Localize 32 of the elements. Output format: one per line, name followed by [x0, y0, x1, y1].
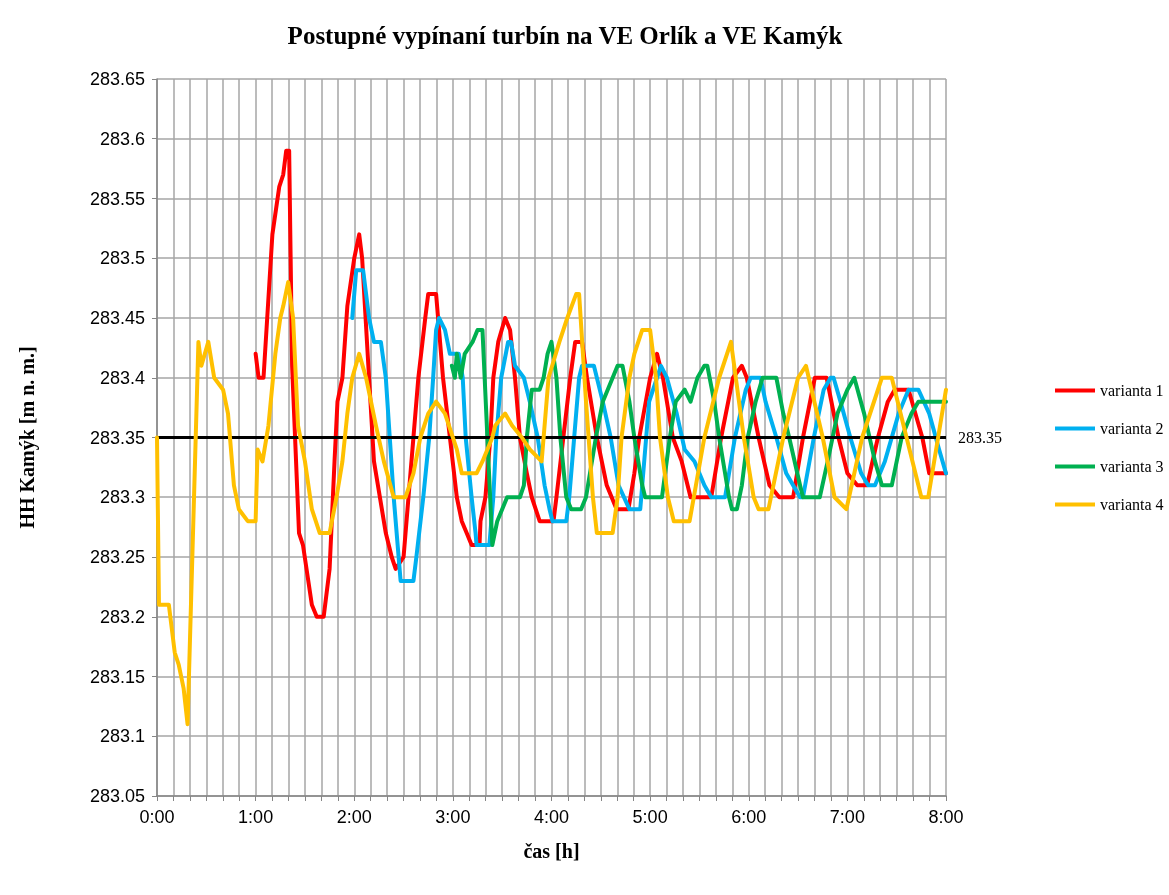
y-tick-label: 283.55 [89, 188, 145, 209]
x-tick-label: 1:00 [238, 807, 274, 827]
y-tick-label: 283.35 [89, 427, 145, 448]
x-tick-label: 2:00 [336, 807, 372, 827]
legend-label: varianta 2 [1100, 420, 1164, 437]
y-tick-label: 283.5 [99, 248, 145, 269]
y-tick-label: 283.1 [99, 726, 145, 747]
line-series [449, 327, 948, 548]
y-tick-label: 283.65 [89, 69, 145, 89]
ref-line-label: 283.35 [958, 429, 1002, 446]
y-tick-label: 283.45 [89, 308, 145, 328]
x-tick-label: 3:00 [435, 807, 471, 827]
y-tick-label: 283.3 [99, 487, 145, 508]
y-tick-label: 283.25 [89, 547, 145, 567]
y-tick-label: 283.4 [99, 367, 145, 388]
x-tick-label: 8:00 [928, 807, 964, 827]
chart-title: Postupné vypínaní turbín na VE Orlík a VE Kamýk [287, 22, 843, 49]
y-tick-label: 283.05 [89, 786, 145, 806]
x-tick-label: 7:00 [829, 807, 865, 827]
legend-label: varianta 3 [1100, 458, 1164, 475]
y-tick-label: 283.2 [99, 606, 145, 627]
x-tick-label: 0:00 [139, 807, 175, 827]
y-tick-label: 283.6 [99, 128, 145, 149]
y-tick-label: 283.15 [89, 666, 145, 687]
line-series [155, 280, 948, 727]
legend-label: varianta 4 [1100, 496, 1164, 513]
y-axis-title: HH Kamýk [m n. m.] [16, 346, 39, 529]
x-axis-title: čas [h] [523, 840, 580, 862]
x-tick-label: 6:00 [731, 807, 767, 827]
x-tick-label: 5:00 [632, 807, 668, 827]
legend-label: varianta 1 [1100, 382, 1164, 399]
x-tick-label: 4:00 [533, 807, 570, 827]
